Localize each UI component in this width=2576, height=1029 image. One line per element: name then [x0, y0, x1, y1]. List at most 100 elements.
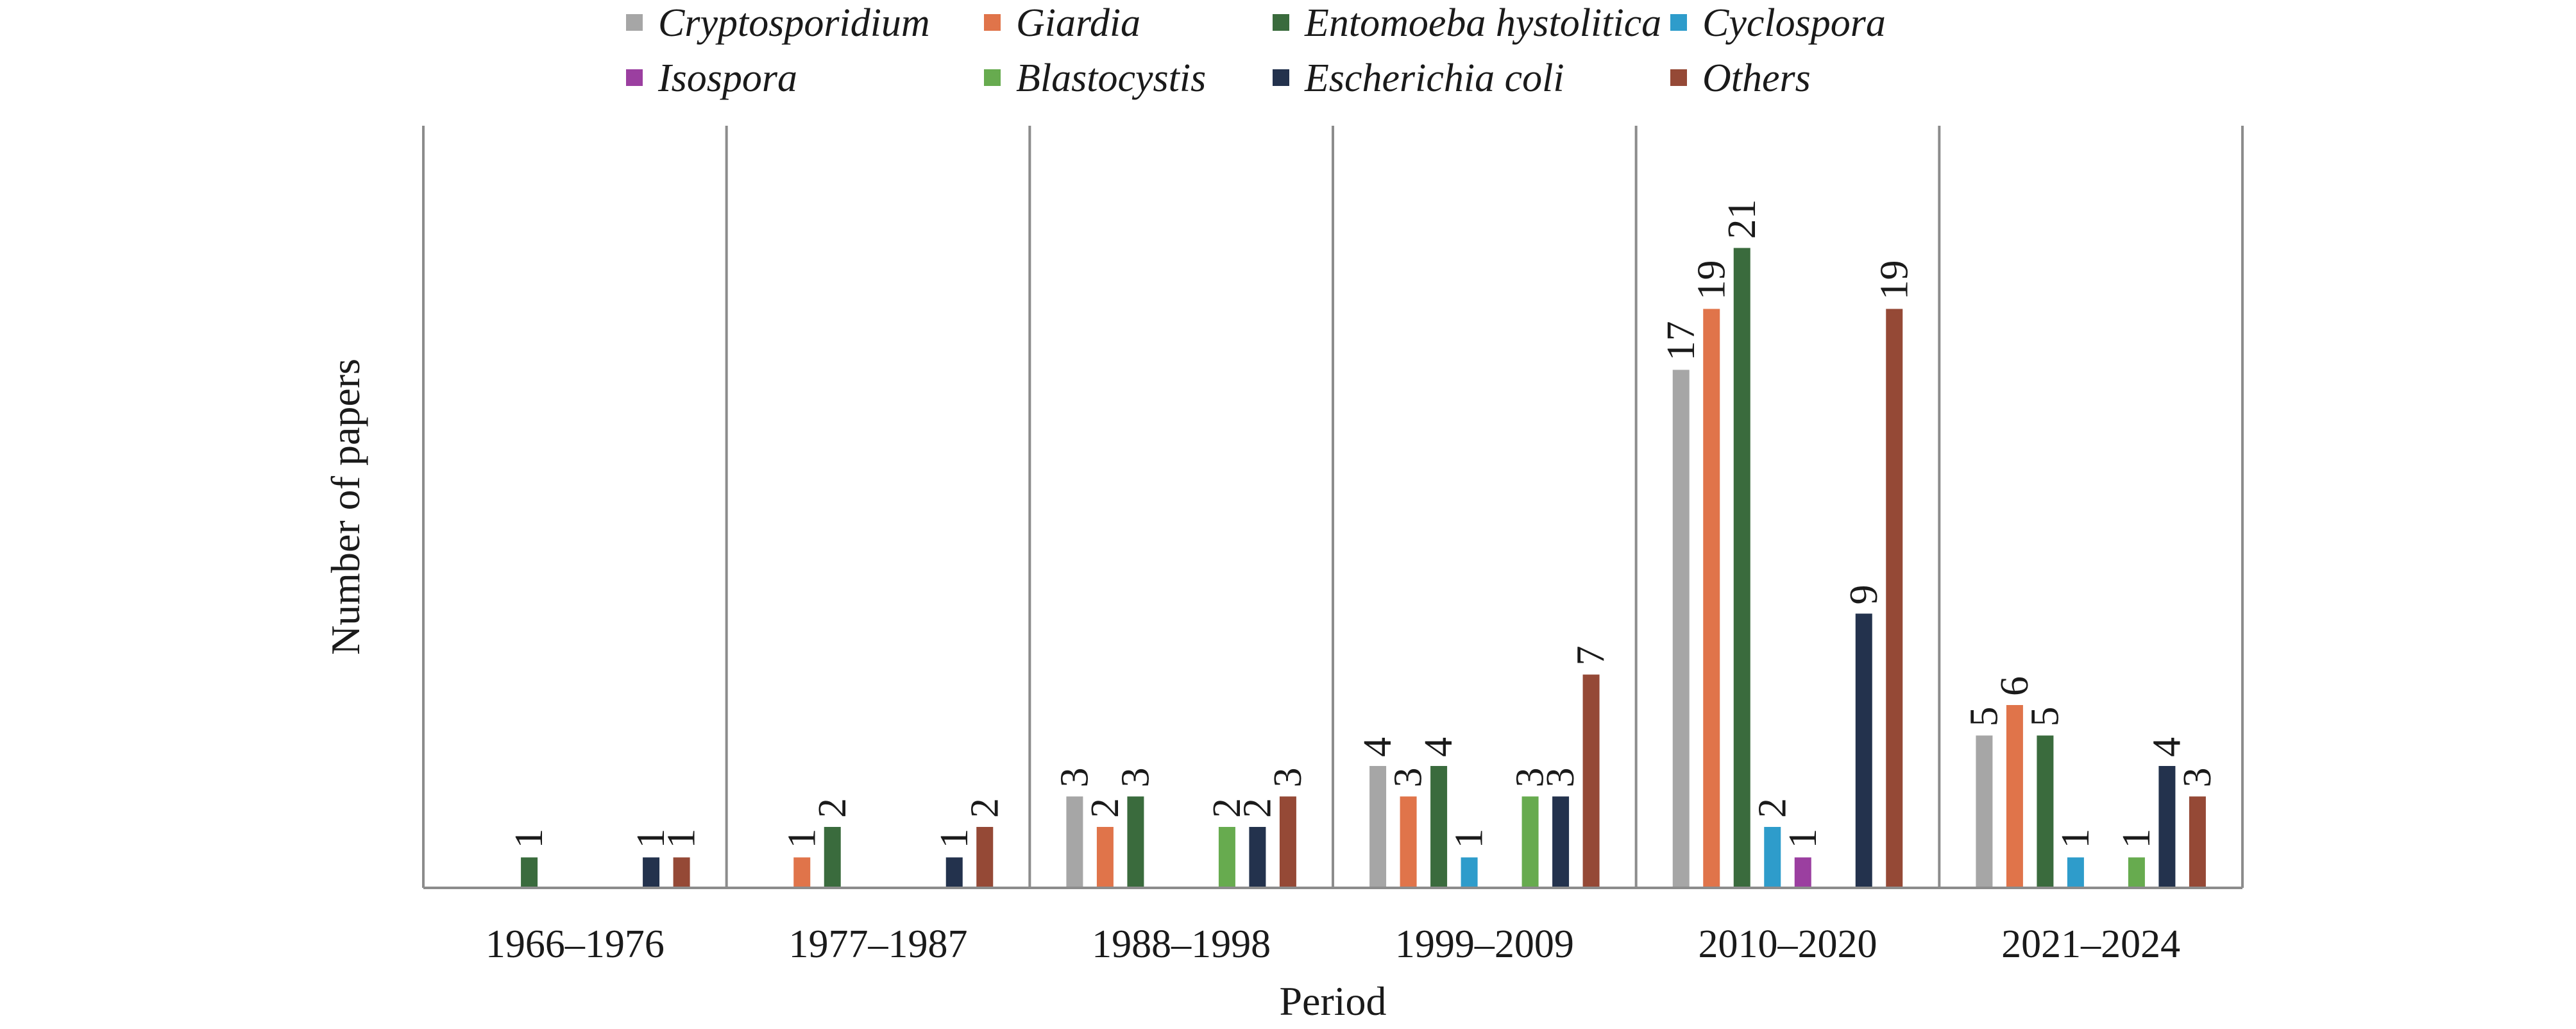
legend-item-entomoeba-hystolitica: Entomoeba hystolitica [1273, 1, 1661, 45]
legend-swatch [626, 14, 643, 31]
legend-item-others: Others [1670, 56, 1811, 100]
bar-blastocystis [1521, 796, 1539, 888]
data-label: 9 [1842, 585, 1886, 605]
data-label: 2 [963, 798, 1006, 818]
data-label: 4 [1417, 737, 1461, 757]
bar-entomoeba-hystolitica [1733, 248, 1750, 888]
data-label: 2 [1235, 798, 1279, 818]
bar-escherichia-coli [1249, 827, 1266, 888]
data-label: 3 [1053, 768, 1096, 788]
legend-item-escherichia-coli: Escherichia coli [1273, 56, 1564, 100]
y-axis-title: Number of papers [323, 359, 368, 655]
data-label: 1 [660, 829, 704, 849]
bar-blastocystis [2128, 857, 2145, 888]
data-label: 3 [1114, 768, 1157, 788]
bar-entomoeba-hystolitica [2037, 735, 2054, 888]
bar-cyclospora [1764, 827, 1781, 888]
bars [521, 248, 2206, 888]
data-label: 6 [1993, 676, 2037, 696]
legend-swatch [984, 69, 1001, 86]
x-tick-label: 1977–1987 [789, 923, 968, 966]
x-tick-label: 1999–2009 [1395, 923, 1574, 966]
data-label: 1 [933, 829, 976, 849]
bar-escherichia-coli [1552, 796, 1570, 888]
bar-entomoeba-hystolitica [1430, 766, 1448, 888]
data-label: 19 [1872, 260, 1916, 300]
bar-others [976, 827, 994, 888]
data-label: 3 [1387, 768, 1430, 788]
x-tick-label: 1966–1976 [486, 923, 665, 966]
legend: Cryptosporidium Giardia Entomoeba hystolit… [626, 1, 1886, 100]
bar-giardia [793, 857, 811, 888]
bar-entomoeba-hystolitica [521, 857, 538, 888]
data-label: 2 [1083, 798, 1127, 818]
bar-entomoeba-hystolitica [824, 827, 841, 888]
legend-swatch [1670, 69, 1687, 86]
bar-entomoeba-hystolitica [1127, 796, 1144, 888]
bar-escherichia-coli [643, 857, 660, 888]
legend-item-giardia: Giardia [984, 1, 1140, 45]
data-label: 5 [2023, 707, 2067, 727]
bar-cryptosporidium [1369, 766, 1387, 888]
legend-label: Blastocystis [1016, 56, 1206, 100]
data-label: 3 [1539, 768, 1582, 788]
bar-cryptosporidium [1976, 735, 1993, 888]
legend-swatch [626, 69, 643, 86]
data-label: 2 [811, 798, 854, 818]
legend-label: Cryptosporidium [658, 1, 930, 45]
legend-label: Isospora [657, 56, 797, 100]
bar-blastocystis [1218, 827, 1235, 888]
legend-item-cryptosporidium: Cryptosporidium [626, 1, 930, 45]
bar-cyclospora [1461, 857, 1478, 888]
data-label: 1 [2054, 829, 2097, 849]
data-label: 7 [1570, 646, 1613, 666]
x-axis-title: Period [1279, 978, 1386, 1024]
category-dividers [422, 126, 2244, 888]
data-label: 19 [1690, 260, 1733, 300]
data-label: 1 [780, 829, 824, 849]
legend-label: Escherichia coli [1304, 56, 1564, 100]
legend-swatch [1670, 14, 1687, 31]
bar-others [2189, 796, 2206, 888]
data-label: 1 [2115, 829, 2158, 849]
bar-escherichia-coli [2158, 766, 2176, 888]
data-label: 3 [2176, 768, 2219, 788]
bar-giardia [1096, 827, 1114, 888]
bar-giardia [1703, 309, 1720, 888]
x-tick-label: 2021–2024 [2001, 923, 2180, 966]
bar-isospora [1794, 857, 1811, 888]
data-label: 1 [629, 829, 673, 849]
legend-swatch [984, 14, 1001, 31]
data-label: 17 [1659, 321, 1703, 361]
data-label: 3 [1509, 768, 1552, 788]
legend-swatch [1273, 69, 1289, 86]
bar-cryptosporidium [1672, 370, 1690, 888]
bar-others [673, 857, 690, 888]
bar-cyclospora [2067, 857, 2084, 888]
data-label: 21 [1720, 200, 1764, 239]
data-label: 4 [2145, 737, 2189, 757]
bar-escherichia-coli [1855, 613, 1872, 888]
legend-label: Entomoeba hystolitica [1304, 1, 1661, 45]
legend-label: Others [1702, 56, 1811, 100]
bar-cryptosporidium [1066, 796, 1083, 888]
data-label: 2 [1205, 798, 1249, 818]
legend-swatch [1273, 14, 1289, 31]
legend-item-isospora: Isospora [626, 56, 797, 100]
bar-escherichia-coli [945, 857, 963, 888]
bar-others [1279, 796, 1296, 888]
legend-item-blastocystis: Blastocystis [984, 56, 1206, 100]
bar-giardia [1400, 796, 1417, 888]
x-tick-label: 2010–2020 [1699, 923, 1877, 966]
bar-giardia [2006, 705, 2023, 888]
data-label: 3 [1266, 768, 1310, 788]
data-label: 4 [1356, 737, 1400, 757]
legend-label: Cyclospora [1702, 1, 1886, 45]
legend-item-cyclospora: Cyclospora [1670, 1, 1886, 45]
data-label: 1 [1781, 829, 1825, 849]
x-tick-labels: 1966–1976 1977–1987 1988–1998 1999–2009 2010… [486, 923, 2180, 966]
data-label: 1 [507, 829, 551, 849]
bar-others [1582, 674, 1600, 888]
